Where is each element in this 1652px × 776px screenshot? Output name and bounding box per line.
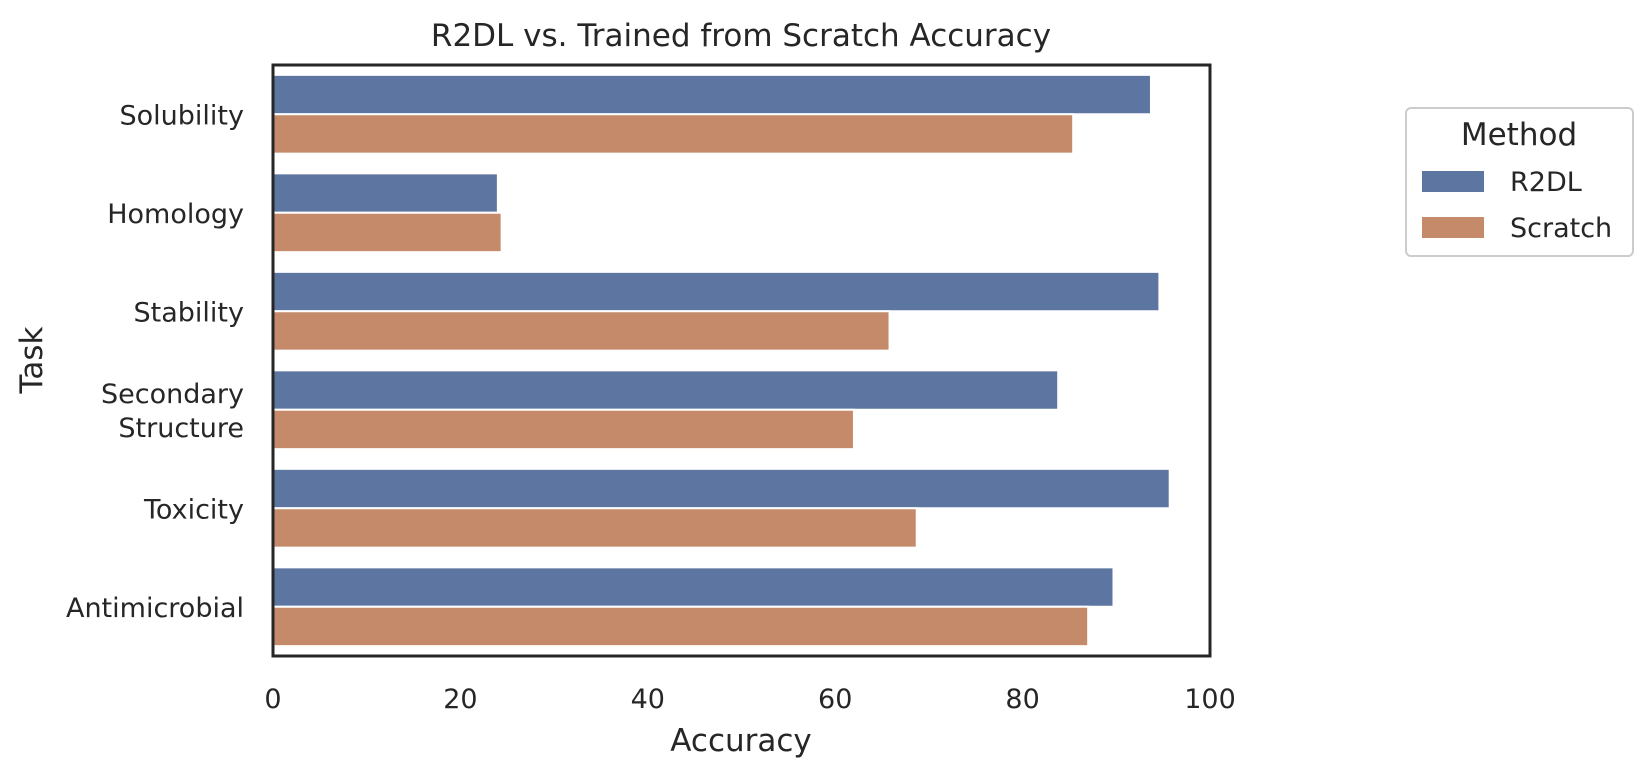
bar-scratch-1 [272,211,503,254]
legend-swatch-scratch [1422,217,1484,238]
y-tick-label: Toxicity [143,494,244,525]
bar-r2dl-0 [272,73,1152,116]
legend-title: Method [1461,117,1577,153]
bars-group [272,73,1171,648]
y-tick-label: Solubility [120,100,245,131]
bar-scratch-5 [272,605,1090,648]
x-tick-label: 0 [264,684,281,715]
bar-r2dl-3 [272,369,1060,411]
bar-r2dl-1 [272,172,499,214]
legend-label-r2dl: R2DL [1510,167,1582,198]
legend-swatch-r2dl [1422,171,1484,192]
y-tick-label: Homology [107,199,244,230]
bar-scratch-2 [272,310,891,352]
chart-title: R2DL vs. Trained from Scratch Accuracy [431,18,1051,54]
legend: Method R2DL Scratch [1405,107,1634,257]
y-tick-labels: Solubility Homology Stability Secondary Stru… [66,100,244,624]
y-tick-label: Stability [134,297,245,328]
x-tick-label: 60 [818,684,852,715]
x-tick-label: 20 [443,684,477,715]
bar-scratch-3 [272,408,855,451]
bar-scratch-4 [272,507,918,549]
bar-r2dl-2 [272,270,1161,313]
y-axis-label: Task [14,327,50,395]
bar-r2dl-5 [272,566,1115,608]
x-ticks: 0 20 40 60 80 100 [264,684,1235,715]
x-tick-label: 80 [1005,684,1039,715]
bar-r2dl-4 [272,467,1171,510]
x-axis-label: Accuracy [670,723,812,759]
y-tick-label: Secondary Structure [101,379,244,444]
plot-frame [271,63,1212,658]
y-tick-label: Antimicrobial [66,593,244,624]
legend-label-scratch: Scratch [1510,213,1612,244]
bar-scratch-0 [272,113,1075,155]
x-tick-label: 40 [631,684,665,715]
x-tick-label: 100 [1184,684,1236,715]
